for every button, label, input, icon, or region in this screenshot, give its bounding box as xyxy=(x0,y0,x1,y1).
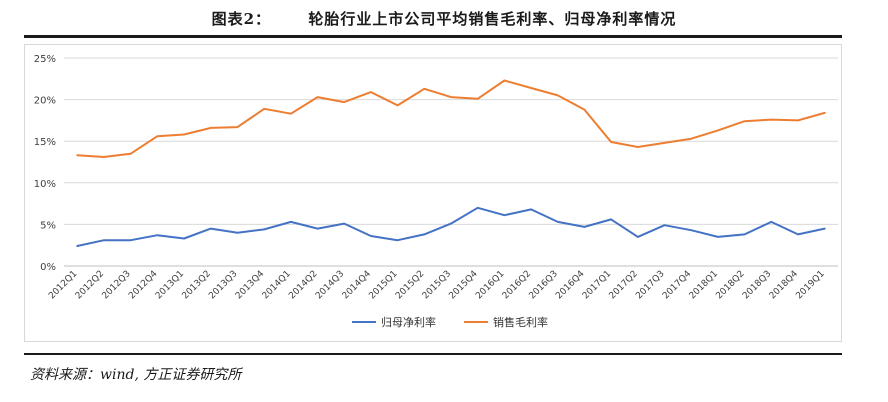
x-tick-label: 2015Q2 xyxy=(394,269,426,301)
x-tick-label: 2016Q1 xyxy=(474,269,506,301)
x-tick-label: 2013Q3 xyxy=(207,269,239,301)
legend: 归母净利率 销售毛利率 xyxy=(352,315,548,329)
x-tick-label: 2013Q2 xyxy=(181,269,213,301)
grid-lines xyxy=(64,57,838,267)
y-tick-label: 0% xyxy=(40,262,56,273)
y-tick-label: 25% xyxy=(34,54,56,65)
x-tick-label: 2014Q1 xyxy=(261,269,293,301)
x-tick-label: 2016Q2 xyxy=(501,269,533,301)
x-tick-label: 2019Q1 xyxy=(794,269,826,301)
x-tick-label: 2018Q2 xyxy=(714,269,746,301)
y-axis-ticks: 0% 5% 10% 15% 20% 25% xyxy=(34,54,56,273)
x-tick-label: 2014Q2 xyxy=(287,269,319,301)
figure-title: 图表2： 轮胎行业上市公司平均销售毛利率、归母净利率情况 xyxy=(211,10,677,28)
x-tick-label: 2013Q1 xyxy=(154,269,186,301)
x-tick-label: 2012Q1 xyxy=(47,269,79,301)
y-tick-label: 10% xyxy=(34,179,56,190)
series-lines xyxy=(76,79,826,247)
series-line-2 xyxy=(76,79,826,158)
y-tick-label: 15% xyxy=(34,137,56,148)
x-tick-label: 2012Q2 xyxy=(74,269,106,301)
source-note: 资料来源：wind, 方正证券研究所 xyxy=(30,367,242,383)
x-tick-label: 2015Q3 xyxy=(421,269,453,301)
x-tick-label: 2017Q3 xyxy=(634,269,666,301)
y-tick-label: 5% xyxy=(40,220,56,231)
x-tick-label: 2018Q1 xyxy=(688,269,720,301)
x-tick-label: 2012Q3 xyxy=(101,269,133,301)
x-tick-label: 2017Q1 xyxy=(581,269,613,301)
x-tick-label: 2016Q3 xyxy=(528,269,560,301)
x-tick-label: 2015Q1 xyxy=(367,269,399,301)
x-tick-label: 2018Q3 xyxy=(741,269,773,301)
y-tick-label: 20% xyxy=(34,96,56,107)
title-rule xyxy=(24,35,842,38)
chart-frame xyxy=(24,44,842,342)
x-tick-label: 2014Q3 xyxy=(314,269,346,301)
x-tick-label: 2017Q2 xyxy=(608,269,640,301)
legend-label: 归母净利率 xyxy=(381,315,436,329)
series-line-1 xyxy=(76,206,826,247)
legend-label: 销售毛利率 xyxy=(493,315,548,329)
source-rule xyxy=(24,353,842,355)
x-axis-ticks: 2012Q12012Q22012Q32012Q42013Q12013Q22013… xyxy=(47,269,827,302)
